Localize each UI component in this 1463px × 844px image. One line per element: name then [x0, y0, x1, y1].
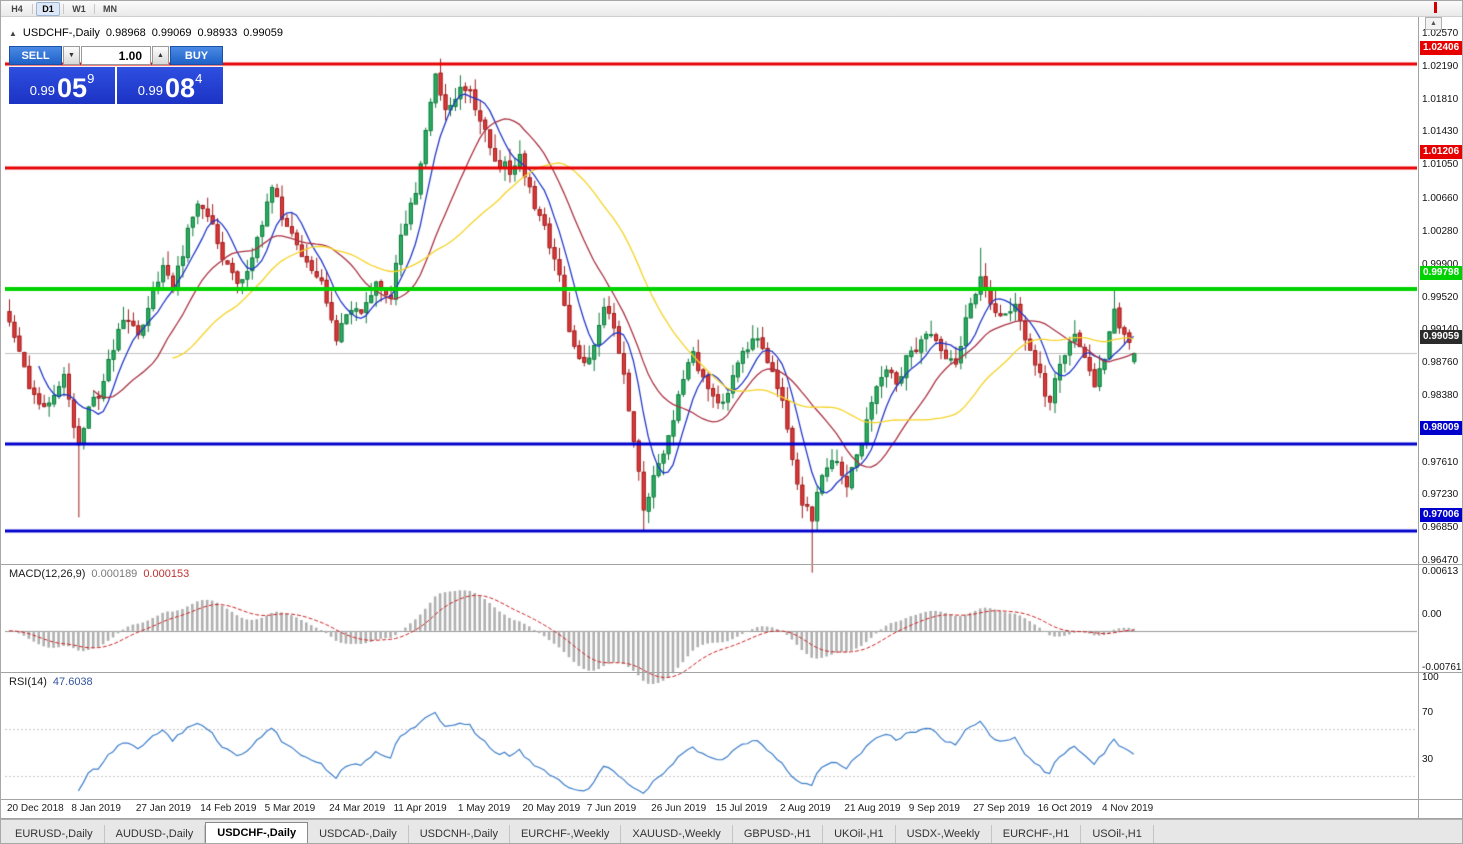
rsi-name: RSI(14)	[9, 676, 47, 688]
tab-gbpusd-h1[interactable]: GBPUSD-,H1	[733, 825, 824, 843]
ohlc-low-value: 0.98933	[197, 27, 238, 39]
rsi-value: 47.6038	[52, 676, 93, 688]
timeframe-toolbar: H4 D1 W1 MN	[1, 1, 1462, 17]
toolbar-divider	[63, 3, 64, 14]
macd-main-value: 0.000189	[91, 568, 138, 580]
panel-separator[interactable]	[1, 564, 1462, 565]
lot-size-input[interactable]	[81, 46, 151, 65]
buy-price-display[interactable]: 0.99 08 4	[117, 67, 223, 104]
toolbar-divider	[94, 3, 95, 14]
ohlc-open-value: 0.98968	[105, 27, 146, 39]
decorative-mark	[1434, 2, 1437, 13]
lot-decrease-button[interactable]: ▼	[63, 46, 80, 65]
buy-price-prefix: 0.99	[137, 83, 164, 98]
timeframe-button-h4[interactable]: H4	[5, 2, 29, 16]
one-click-controls-row: SELL ▼ ▲ BUY	[9, 46, 223, 65]
timeframe-button-d1[interactable]: D1	[36, 1, 60, 16]
one-click-prices-row: 0.99 05 9 0.99 08 4	[9, 67, 223, 104]
macd-indicator-canvas[interactable]	[5, 581, 1417, 688]
panel-separator	[1, 799, 1462, 800]
chart-title: ▲ USDCHF-,Daily 0.98968 0.99069 0.98933 …	[9, 27, 283, 39]
tab-xauusd-weekly[interactable]: XAUUSD-,Weekly	[621, 825, 733, 843]
chart-window	[1, 17, 1462, 818]
sell-price-pips: 05	[57, 73, 88, 103]
chart-marker-icon: ▲	[9, 28, 17, 38]
sell-button[interactable]: SELL	[9, 46, 62, 65]
sell-price-point: 9	[87, 71, 95, 86]
buy-button[interactable]: BUY	[170, 46, 223, 65]
lot-increase-button[interactable]: ▲	[152, 46, 169, 65]
timeframe-button-w1[interactable]: W1	[67, 2, 91, 16]
tab-usdcnh-daily[interactable]: USDCNH-,Daily	[409, 825, 510, 843]
one-click-trading-panel: SELL ▼ ▲ BUY 0.99 05 9 0.99 08 4	[9, 46, 223, 104]
scroll-up-button[interactable]: ▲	[1425, 17, 1442, 30]
tab-ukoil-h1[interactable]: UKOil-,H1	[823, 825, 896, 843]
macd-signal-value: 0.000153	[143, 568, 190, 580]
ohlc-high-value: 0.99069	[151, 27, 192, 39]
rsi-label: RSI(14) 47.6038	[9, 676, 93, 688]
tab-usoil-h1[interactable]: USOil-,H1	[1081, 825, 1154, 843]
chart-tabs: EURUSD-,Daily AUDUSD-,Daily USDCHF-,Daily U…	[1, 819, 1462, 843]
tab-audusd-daily[interactable]: AUDUSD-,Daily	[105, 825, 206, 843]
buy-price-point: 4	[195, 71, 203, 86]
panel-separator	[1, 818, 1462, 819]
tab-usdx-weekly[interactable]: USDX-,Weekly	[896, 825, 992, 843]
ohlc-close-value: 0.99059	[243, 27, 283, 39]
tab-eurusd-daily[interactable]: EURUSD-,Daily	[4, 825, 105, 843]
price-axis-separator[interactable]	[1418, 17, 1419, 818]
tab-usdchf-daily[interactable]: USDCHF-,Daily	[205, 822, 309, 843]
buy-price-pips: 08	[165, 73, 196, 103]
tab-eurchf-weekly[interactable]: EURCHF-,Weekly	[510, 825, 622, 843]
tab-eurchf-h1[interactable]: EURCHF-,H1	[992, 825, 1082, 843]
chart-symbol-label: USDCHF-,Daily	[22, 27, 100, 39]
macd-name: MACD(12,26,9)	[9, 568, 86, 580]
toolbar-divider	[32, 3, 33, 14]
tab-usdcad-daily[interactable]: USDCAD-,Daily	[308, 825, 409, 843]
sell-price-prefix: 0.99	[29, 83, 56, 98]
panel-separator[interactable]	[1, 672, 1462, 673]
timeframe-button-mn[interactable]: MN	[98, 2, 122, 16]
sell-price-display[interactable]: 0.99 05 9	[9, 67, 115, 104]
main-chart-canvas[interactable]	[5, 41, 1417, 580]
rsi-indicator-canvas[interactable]	[5, 689, 1417, 815]
macd-label: MACD(12,26,9) 0.000189 0.000153	[9, 568, 189, 580]
